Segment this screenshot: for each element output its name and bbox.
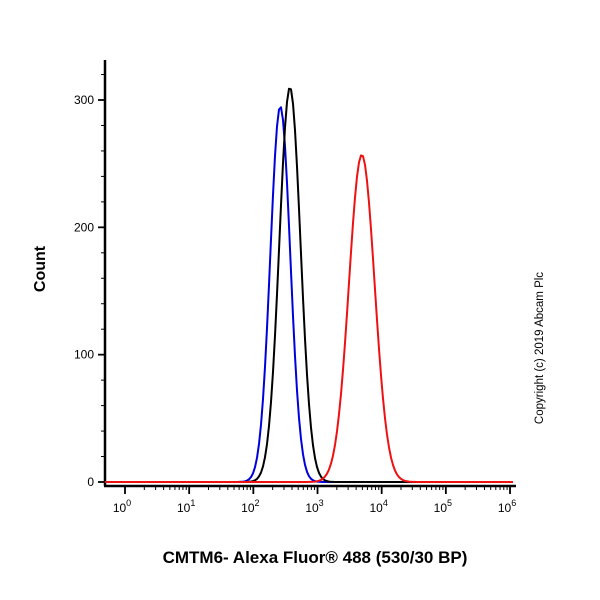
y-tick-label: 0 [87, 475, 94, 489]
copyright-text: Copyright (c) 2019 Abcam Plc [534, 271, 546, 425]
x-tick-label: 103 [305, 498, 323, 515]
x-tick-label: 101 [177, 498, 195, 515]
x-tick-label: 106 [498, 498, 516, 515]
x-tick-label: 100 [113, 498, 131, 515]
y-tick-label: 100 [74, 348, 94, 362]
x-axis-title: CMTM6- Alexa Fluor® 488 (530/30 BP) [162, 548, 468, 567]
y-axis-label: Count [32, 245, 49, 293]
black-curve [105, 87, 513, 483]
y-tick-label: 300 [74, 93, 94, 107]
y-tick-label: 200 [74, 220, 94, 234]
x-tick-label: 105 [434, 498, 452, 515]
x-tick-label: 104 [369, 498, 387, 515]
x-tick-label: 102 [241, 498, 259, 515]
blue-curve [105, 106, 513, 483]
red-curve [105, 154, 513, 483]
